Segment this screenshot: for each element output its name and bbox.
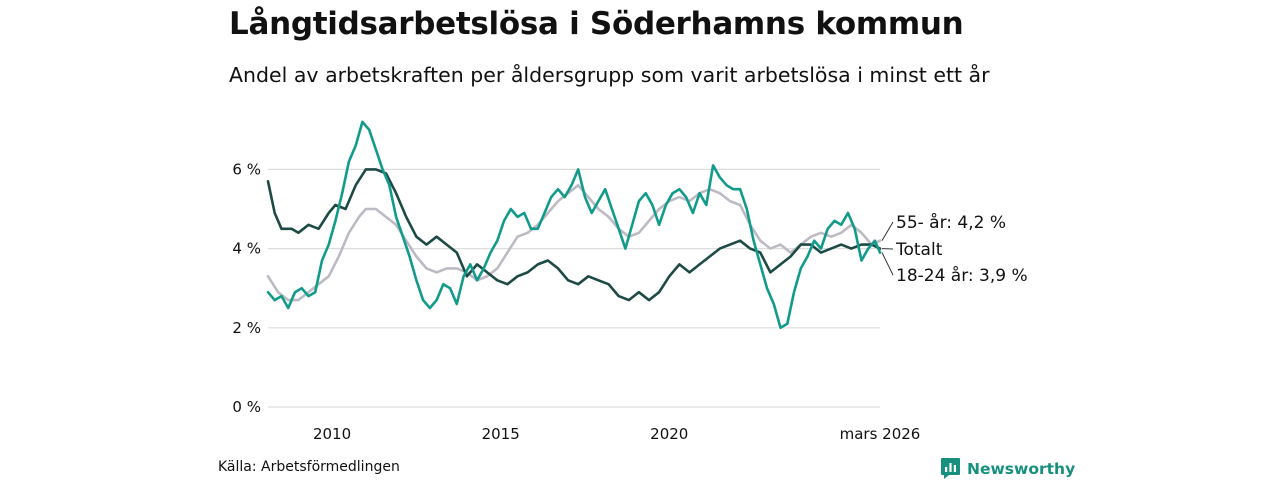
y-tick-label: 4 % — [232, 240, 261, 258]
y-tick-label: 0 % — [232, 398, 261, 416]
x-axis-ticks: 2010 2015 2020 mars 2026 — [313, 425, 920, 443]
end-label-old: 55- år: 4,2 % — [896, 212, 1006, 233]
series-line-total — [266, 168, 882, 302]
y-tick-label: 6 % — [232, 160, 261, 178]
end-labels: 55- år: 4,2 % Totalt 18-24 år: 3,9 % — [881, 212, 1028, 286]
end-label-young: 18-24 år: 3,9 % — [896, 265, 1028, 286]
chart-subtitle: Andel av arbetskraften per åldersgrupp s… — [229, 63, 990, 87]
gridlines — [268, 168, 880, 408]
x-tick-label: 2010 — [313, 425, 351, 443]
y-axis-ticks: 0 % 2 % 4 % 6 % — [232, 160, 261, 416]
source-note: Källa: Arbetsförmedlingen — [218, 459, 400, 475]
newsworthy-logo-icon — [941, 458, 960, 479]
series-lines — [266, 120, 882, 330]
chart-title: Långtidsarbetslösa i Söderhamns kommun — [229, 6, 964, 42]
end-label-total: Totalt — [895, 240, 943, 260]
x-tick-label: mars 2026 — [840, 425, 921, 443]
series-line-young — [266, 120, 882, 330]
leader-line-old — [881, 221, 894, 241]
x-tick-label: 2015 — [482, 425, 520, 443]
brand-name: Newsworthy — [967, 459, 1076, 478]
y-tick-label: 2 % — [232, 319, 261, 337]
series-line-old — [266, 183, 882, 302]
brand-logo[interactable]: Newsworthy — [940, 457, 1075, 480]
x-tick-label: 2020 — [650, 425, 688, 443]
leader-line-young — [881, 252, 894, 276]
